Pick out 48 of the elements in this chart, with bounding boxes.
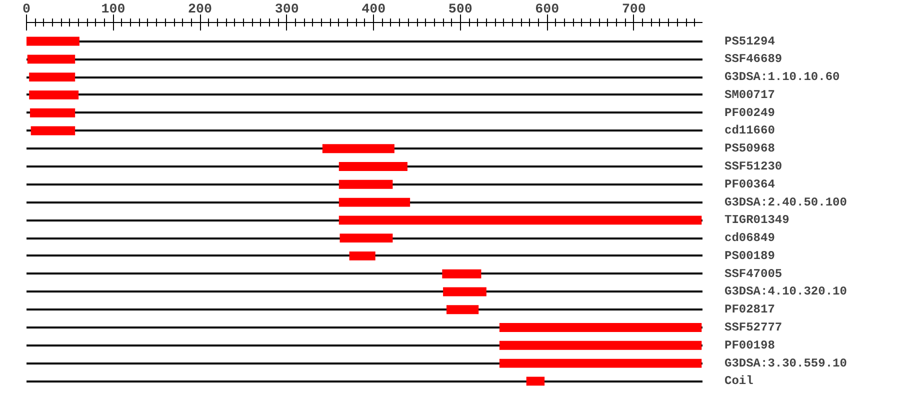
y-tick-label: SM00717 xyxy=(724,88,775,102)
x-tick-label: 600 xyxy=(535,2,560,18)
y-tick-label: G3DSA:3.30.559.10 xyxy=(724,356,847,370)
bar xyxy=(443,287,486,296)
bar xyxy=(499,358,702,368)
y-tick-label: G3DSA:1.10.10.60 xyxy=(724,70,840,84)
bar xyxy=(29,90,79,100)
x-tick-label: 700 xyxy=(622,2,646,18)
bar xyxy=(27,54,76,64)
x-tick-label: 300 xyxy=(274,2,299,18)
y-tick-label: PF00249 xyxy=(724,106,775,120)
y-tick-label: Coil xyxy=(724,374,754,388)
y-tick-label: PF00198 xyxy=(724,338,775,352)
y-tick-label: G3DSA:2.40.50.100 xyxy=(724,195,847,210)
y-tick-label: cd11660 xyxy=(724,124,775,138)
bar xyxy=(338,180,393,189)
y-tick-label: G3DSA:4.10.320.10 xyxy=(724,284,847,299)
bar xyxy=(499,323,702,332)
y-tick-label: SSF51230 xyxy=(724,160,782,174)
bar xyxy=(30,126,76,136)
y-tick-label: SSF52777 xyxy=(724,320,782,335)
x-tick-label: 0 xyxy=(22,2,30,18)
bar xyxy=(338,216,702,225)
y-tick-label: TIGR01349 xyxy=(724,213,790,228)
bar xyxy=(338,198,410,207)
x-tick-label: 200 xyxy=(188,2,212,18)
x-tick-label: 500 xyxy=(448,2,472,18)
bar xyxy=(446,305,479,314)
bar xyxy=(499,340,702,350)
bar xyxy=(349,251,376,260)
y-tick-label: SSF47005 xyxy=(724,266,782,281)
bar xyxy=(322,144,394,154)
x-tick-label: 100 xyxy=(101,2,126,18)
bar xyxy=(442,269,482,278)
y-tick-label: PS50968 xyxy=(724,142,775,156)
bar xyxy=(338,162,408,171)
bar xyxy=(526,376,545,386)
x-tick-label: 400 xyxy=(362,2,386,18)
bar xyxy=(30,108,76,118)
y-tick-label: cd06849 xyxy=(724,231,775,246)
y-tick-label: PS51294 xyxy=(724,34,775,48)
bar xyxy=(26,36,80,46)
y-tick-label: PF02817 xyxy=(724,302,775,317)
y-tick-label: SSF46689 xyxy=(724,52,782,66)
y-tick-label: PF00364 xyxy=(724,177,775,192)
bar xyxy=(340,234,393,243)
y-tick-label: PS00189 xyxy=(724,248,775,263)
bar xyxy=(29,72,76,82)
